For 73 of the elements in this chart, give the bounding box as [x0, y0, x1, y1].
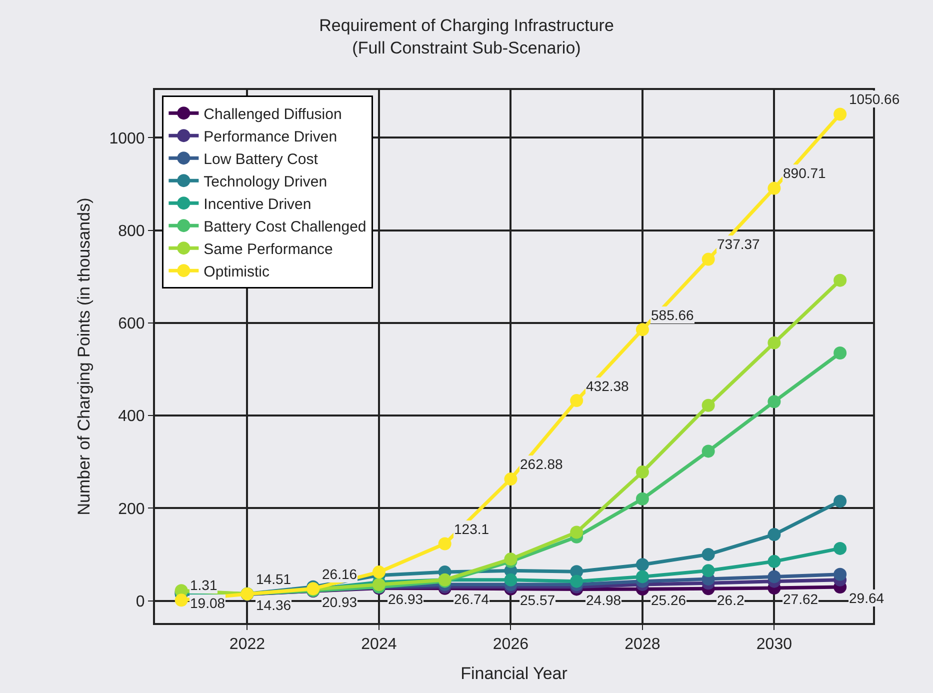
data-label: 1.31 — [190, 577, 218, 593]
point — [570, 574, 584, 588]
point — [768, 395, 781, 408]
legend-label: Challenged Diffusion — [204, 106, 342, 123]
legend-label: Same Performance — [204, 240, 333, 258]
point — [504, 472, 518, 486]
legend-label: Technology Driven — [204, 173, 328, 190]
point — [636, 466, 649, 479]
point — [570, 526, 584, 539]
point — [570, 394, 584, 408]
point — [768, 182, 781, 195]
point — [834, 108, 847, 121]
data-label: 29.64 — [849, 590, 884, 606]
data-label: 19.08 — [190, 595, 226, 611]
data-label: 890.71 — [783, 165, 826, 181]
data-label: 25.26 — [651, 592, 686, 608]
point — [834, 346, 847, 360]
data-label: 26.74 — [454, 591, 490, 607]
data-label: 26.93 — [388, 591, 424, 607]
x-tick-label: 2024 — [361, 636, 397, 654]
legend-label: Low Battery Cost — [204, 150, 319, 168]
y-tick-label: 200 — [118, 500, 145, 518]
legend-label: Optimistic — [204, 263, 270, 280]
x-tick-label: 2022 — [229, 636, 266, 654]
chart-title: Requirement of Charging Infrastructure (Full Constraint Sub-Scenario) — [319, 16, 614, 58]
y-axis-title: Number of Charging Points (in thousands) — [74, 198, 94, 516]
data-label: 24.98 — [586, 592, 622, 608]
point — [636, 323, 649, 336]
point — [702, 444, 715, 458]
data-label: 123.1 — [454, 521, 490, 537]
legend-label: Battery Cost Challenged — [204, 218, 366, 236]
legend-label: Performance Driven — [204, 128, 338, 146]
x-tick-label: 2026 — [492, 636, 529, 654]
y-tick-label: 600 — [118, 316, 145, 333]
data-label: 20.93 — [322, 594, 358, 610]
data-label: 1050.66 — [849, 91, 900, 107]
y-tick-label: 1000 — [109, 130, 145, 148]
data-label: 26.2 — [717, 592, 744, 608]
data-label: 432.38 — [586, 378, 630, 394]
point — [372, 566, 386, 579]
point — [768, 528, 781, 542]
point — [438, 537, 452, 550]
point — [702, 252, 715, 266]
point — [636, 558, 649, 572]
point — [702, 564, 715, 578]
point — [702, 398, 715, 412]
y-tick-label: 800 — [118, 222, 145, 240]
data-label: 14.36 — [256, 597, 292, 613]
point — [768, 336, 781, 350]
data-label: 737.37 — [717, 236, 760, 252]
data-label: 26.16 — [322, 566, 358, 582]
data-label: 585.66 — [651, 307, 694, 323]
data-label: 27.62 — [783, 591, 818, 607]
x-tick-label: 2028 — [624, 636, 660, 654]
point — [768, 554, 781, 568]
data-label: 262.88 — [520, 456, 564, 472]
point — [636, 570, 649, 584]
point — [834, 568, 847, 581]
point — [834, 274, 847, 287]
data-label: 25.57 — [520, 592, 556, 608]
data-label: 14.51 — [256, 571, 292, 587]
x-axis-title: Financial Year — [460, 664, 568, 684]
x-tick-label: 2030 — [756, 636, 792, 654]
y-tick-label: 0 — [136, 593, 145, 610]
point — [834, 542, 847, 555]
point — [702, 548, 715, 561]
y-tick-label: 400 — [118, 408, 145, 426]
point — [174, 594, 188, 607]
point — [504, 573, 518, 586]
point — [834, 494, 847, 508]
legend-label: Incentive Driven — [204, 196, 312, 213]
point — [636, 492, 649, 506]
point — [768, 570, 781, 584]
